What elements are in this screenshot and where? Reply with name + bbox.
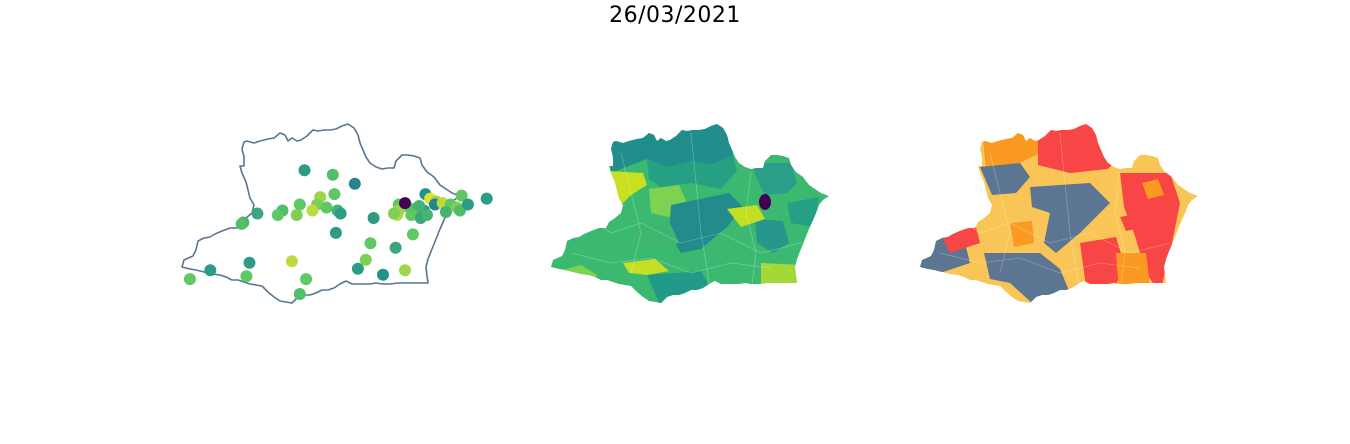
region-rio-negro-east	[751, 163, 797, 195]
municipality-point	[293, 198, 306, 211]
region-solimoes	[669, 193, 743, 253]
municipality-point	[293, 288, 306, 300]
municipality-point	[328, 188, 341, 201]
municipality-point	[329, 226, 342, 239]
municipality-point	[439, 206, 452, 218]
municipality-point	[240, 270, 253, 283]
municipality-point	[364, 237, 377, 250]
region-manaus-area	[727, 205, 765, 227]
region-far-west	[551, 265, 597, 303]
municipality-point	[235, 217, 248, 230]
municipality-point	[399, 197, 411, 210]
municipality-point	[271, 209, 284, 221]
municipality-point	[251, 207, 264, 220]
municipality-point	[367, 212, 380, 224]
region-east-teal	[755, 219, 789, 253]
municipality-point	[455, 189, 468, 202]
municipal-borders	[570, 132, 802, 294]
map-panel-points	[181, 123, 493, 304]
municipality-point	[183, 273, 196, 286]
municipality-point	[399, 264, 411, 277]
municipality-point	[348, 177, 361, 190]
region-center-orange	[1010, 221, 1034, 247]
figure-title: 26/03/2021	[609, 3, 741, 28]
region-southeast-lime	[761, 263, 801, 303]
municipality-point	[320, 201, 333, 214]
municipality-point	[388, 207, 400, 220]
municipality-point	[461, 198, 474, 211]
region-north-red	[1038, 124, 1120, 173]
municipality-point	[480, 192, 493, 205]
municipality-point	[285, 255, 298, 268]
municipality-points	[183, 164, 493, 300]
map-panel-choropleth-continuous	[551, 124, 829, 303]
municipality-point	[377, 268, 389, 281]
municipal-borders-categorical	[939, 132, 1171, 294]
municipality-point	[421, 209, 433, 221]
municipality-point	[290, 209, 303, 221]
municipality-point	[389, 241, 402, 254]
region-east-red	[1120, 173, 1180, 293]
municipality-point	[306, 204, 319, 217]
municipality-point	[405, 209, 418, 221]
region-southeast-orange	[1116, 253, 1152, 303]
municipality-point	[359, 253, 372, 266]
region-east-orange-small	[1142, 179, 1164, 199]
municipality-point	[413, 200, 426, 212]
municipality-point	[334, 207, 347, 220]
municipality-point	[300, 273, 313, 286]
region-north-2	[647, 155, 737, 189]
region-capital-dark	[759, 194, 771, 210]
map-panel-choropleth-categorical	[920, 124, 1198, 303]
municipality-point	[243, 256, 256, 269]
region-south-slate	[984, 253, 1070, 303]
region-central-slate	[1030, 183, 1110, 253]
municipality-point	[204, 264, 217, 277]
municipality-point	[298, 164, 311, 177]
region-south-yellow	[623, 259, 669, 275]
municipality-point	[406, 228, 419, 241]
region-west-slate	[980, 163, 1030, 195]
region-manaus-red	[1120, 213, 1146, 231]
municipality-point	[351, 262, 364, 275]
region-east-strip	[787, 197, 819, 227]
region-center	[635, 221, 679, 251]
municipality-point	[326, 168, 339, 181]
